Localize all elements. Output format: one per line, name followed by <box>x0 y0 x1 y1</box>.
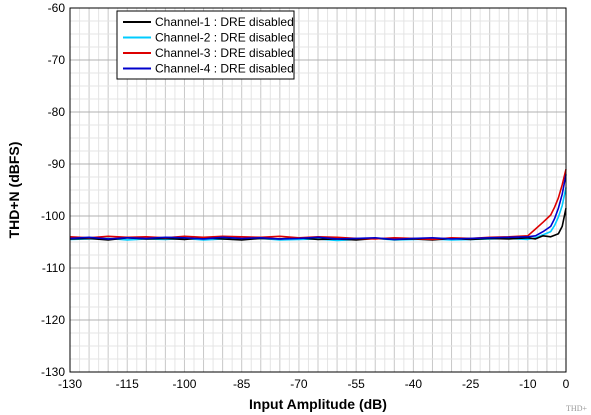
x-tick-label: -85 <box>233 377 251 391</box>
watermark-text: THD+ <box>566 404 587 413</box>
x-tick-label: -40 <box>405 377 423 391</box>
x-tick-label: -70 <box>290 377 308 391</box>
y-tick-label: -80 <box>48 105 66 119</box>
y-tick-label: -100 <box>41 209 65 223</box>
x-tick-label: -10 <box>519 377 537 391</box>
legend-label-channel-1: Channel-1 : DRE disabled <box>155 15 294 29</box>
y-axis-label: THD+N (dBFS) <box>6 142 22 239</box>
y-tick-label: -60 <box>48 1 66 15</box>
y-tick-label: -110 <box>42 261 65 275</box>
y-tick-labels: -130-120-110-100-90-80-70-60 <box>41 1 65 379</box>
x-axis-label: Input Amplitude (dB) <box>249 396 387 412</box>
legend-label-channel-3: Channel-3 : DRE disabled <box>155 46 294 60</box>
y-tick-label: -90 <box>48 157 66 171</box>
x-tick-label: -130 <box>58 377 82 391</box>
x-tick-label: -100 <box>172 377 196 391</box>
y-tick-label: -70 <box>48 53 66 67</box>
x-tick-label: -115 <box>116 377 139 391</box>
legend: Channel-1 : DRE disabled Channel-2 : DRE … <box>117 11 294 79</box>
y-tick-label: -120 <box>41 313 65 327</box>
legend-label-channel-4: Channel-4 : DRE disabled <box>155 62 294 76</box>
x-tick-label: -25 <box>462 377 480 391</box>
x-tick-label: 0 <box>563 377 570 391</box>
legend-label-channel-2: Channel-2 : DRE disabled <box>155 31 294 45</box>
x-tick-label: -55 <box>347 377 365 391</box>
x-tick-labels: -130 -115 -100 -85 -70 -55 -40 -25 -10 0 <box>58 377 570 391</box>
